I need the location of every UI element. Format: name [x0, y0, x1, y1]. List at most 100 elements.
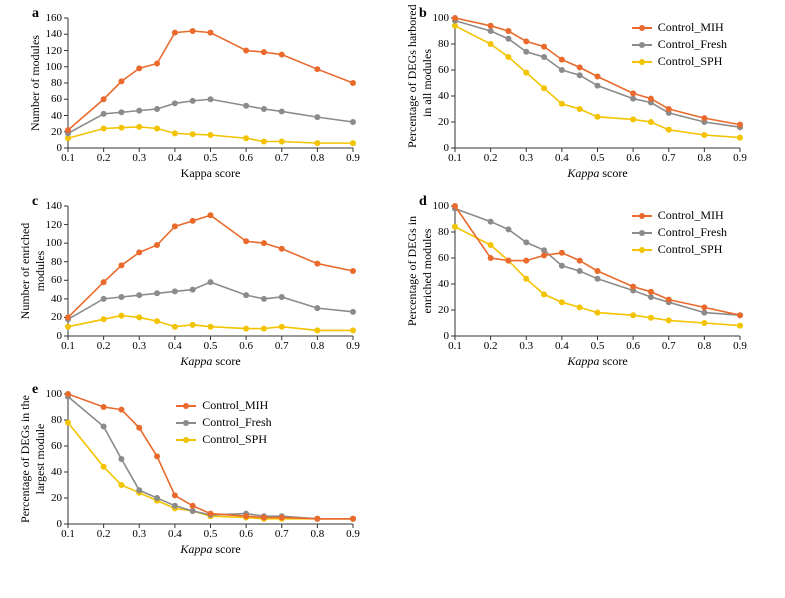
legend: Control_MIH Control_Fresh Control_SPH [632, 208, 727, 259]
legend-swatch [632, 44, 652, 46]
marker-sph [279, 139, 285, 145]
marker-mih [505, 258, 511, 264]
xtick-label: 0.9 [346, 340, 360, 352]
legend: Control_MIHControl_FreshControl_SPH [632, 20, 727, 71]
marker-sph [541, 291, 547, 297]
marker-mih [172, 492, 178, 498]
marker-mih [350, 516, 356, 522]
xtick-label: 0.8 [698, 340, 712, 352]
marker-mih [190, 28, 196, 34]
xtick-label: 0.9 [733, 152, 747, 164]
marker-mih [118, 78, 124, 84]
xtick-label: 0.7 [662, 340, 676, 352]
marker-mih [261, 49, 267, 55]
marker-mih [65, 391, 71, 397]
marker-mih [279, 246, 285, 252]
marker-sph [261, 139, 267, 145]
ylabel: Number of modules [28, 18, 43, 148]
xtick-label: 0.8 [311, 152, 325, 164]
marker-mih [314, 516, 320, 522]
ylabel: Number of enrichedmodules [18, 206, 48, 336]
legend-swatch [632, 61, 652, 63]
marker-sph [136, 314, 142, 320]
xtick-label: 0.8 [311, 528, 325, 540]
marker-sph [452, 224, 458, 230]
marker-sph [243, 326, 249, 332]
marker-mih [314, 261, 320, 267]
legend-label: Control_SPH [658, 54, 723, 69]
marker-mih [136, 249, 142, 255]
marker-sph [101, 464, 107, 470]
xtick-label: 0.6 [239, 528, 253, 540]
marker-sph [701, 132, 707, 138]
marker-sph [350, 327, 356, 333]
legend-item-mih: Control_MIH [632, 208, 727, 223]
marker-mih [701, 304, 707, 310]
marker-fresh [101, 424, 107, 430]
legend-label: Control_Fresh [658, 225, 727, 240]
legend-item-fresh: Control_Fresh [632, 37, 727, 52]
marker-mih [154, 61, 160, 67]
legend-item-sph: Control_SPH [632, 242, 727, 257]
marker-fresh [595, 83, 601, 89]
marker-mih [190, 503, 196, 509]
xtick-label: 0.7 [275, 340, 289, 352]
marker-mih [154, 242, 160, 248]
marker-mih [648, 289, 654, 295]
marker-sph [505, 54, 511, 60]
marker-fresh [190, 98, 196, 104]
xtick-label: 0.1 [61, 340, 75, 352]
marker-sph [118, 482, 124, 488]
marker-sph [452, 23, 458, 29]
marker-mih [261, 240, 267, 246]
marker-mih [350, 268, 356, 274]
marker-mih [577, 258, 583, 264]
marker-sph [595, 310, 601, 316]
marker-mih [701, 115, 707, 121]
marker-sph [350, 140, 356, 146]
marker-mih [136, 65, 142, 71]
xtick-label: 0.2 [97, 528, 111, 540]
marker-fresh [577, 72, 583, 78]
marker-sph [314, 140, 320, 146]
marker-fresh [648, 294, 654, 300]
marker-fresh [190, 508, 196, 514]
marker-mih [452, 203, 458, 209]
panel-d: 0204060801000.10.20.30.40.50.60.70.80.9d… [455, 206, 740, 336]
marker-fresh [505, 36, 511, 42]
xtick-label: 0.4 [168, 528, 182, 540]
marker-fresh [208, 96, 214, 102]
marker-mih [595, 268, 601, 274]
marker-fresh [172, 503, 178, 509]
xtick-label: 0.5 [204, 152, 218, 164]
xtick-label: 0.1 [448, 340, 462, 352]
legend-label: Control_MIH [202, 398, 268, 413]
chart-c [68, 206, 353, 336]
marker-sph [101, 126, 107, 132]
xtick-label: 0.6 [626, 152, 640, 164]
marker-sph [208, 324, 214, 330]
marker-mih [172, 223, 178, 229]
marker-sph [595, 114, 601, 120]
marker-mih [350, 80, 356, 86]
marker-fresh [101, 111, 107, 117]
marker-mih [65, 127, 71, 133]
marker-sph [559, 101, 565, 107]
panel-e: 0204060801000.10.20.30.40.50.60.70.80.9e… [68, 394, 353, 524]
marker-sph [488, 242, 494, 248]
legend-swatch [176, 405, 196, 407]
marker-mih [208, 511, 214, 517]
panel-c: 0204060801001201400.10.20.30.40.50.60.70… [68, 206, 353, 336]
marker-sph [648, 315, 654, 321]
marker-mih [559, 250, 565, 256]
marker-mih [488, 255, 494, 261]
xtick-label: 0.1 [61, 528, 75, 540]
xtick-label: 0.5 [204, 340, 218, 352]
marker-sph [737, 135, 743, 141]
ylabel: Percentage of DEGs harboredin all module… [405, 18, 435, 148]
marker-sph [136, 124, 142, 130]
marker-mih [101, 279, 107, 285]
marker-fresh [488, 219, 494, 225]
marker-mih [101, 96, 107, 102]
marker-fresh [505, 226, 511, 232]
